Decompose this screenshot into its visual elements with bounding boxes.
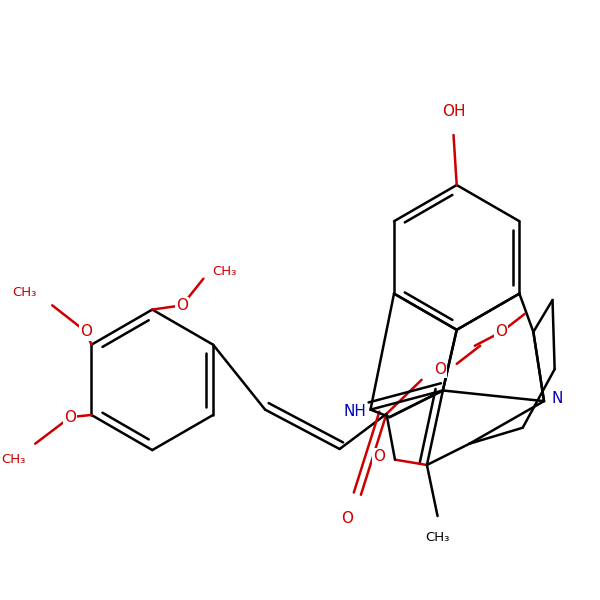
Text: OH: OH (442, 104, 465, 119)
Text: O: O (64, 410, 76, 425)
Text: CH₃: CH₃ (2, 453, 26, 466)
Text: O: O (373, 449, 385, 464)
Text: CH₃: CH₃ (212, 265, 237, 278)
Text: O: O (176, 298, 188, 313)
Text: O: O (496, 325, 508, 340)
Text: N: N (551, 391, 562, 406)
Text: O: O (434, 362, 446, 377)
Text: O: O (80, 325, 92, 340)
Text: O: O (341, 511, 353, 526)
Text: CH₃: CH₃ (425, 531, 450, 544)
Text: CH₃: CH₃ (13, 286, 37, 299)
Text: NH: NH (343, 404, 366, 419)
